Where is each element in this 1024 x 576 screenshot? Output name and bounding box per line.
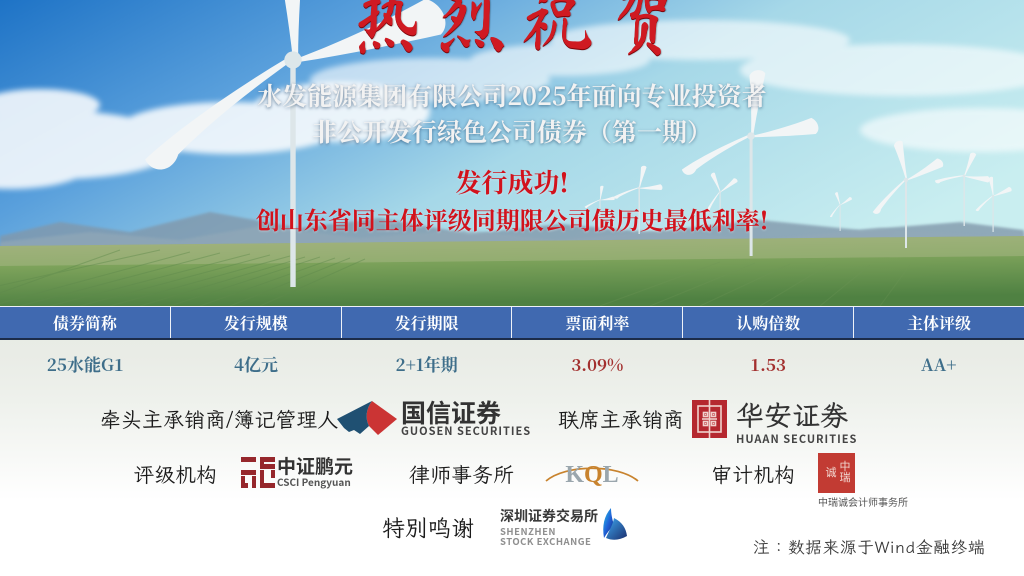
svg-text:瑞: 瑞 bbox=[840, 470, 851, 484]
svg-text:诚: 诚 bbox=[826, 466, 837, 479]
svg-text:KQL: KQL bbox=[565, 462, 618, 487]
